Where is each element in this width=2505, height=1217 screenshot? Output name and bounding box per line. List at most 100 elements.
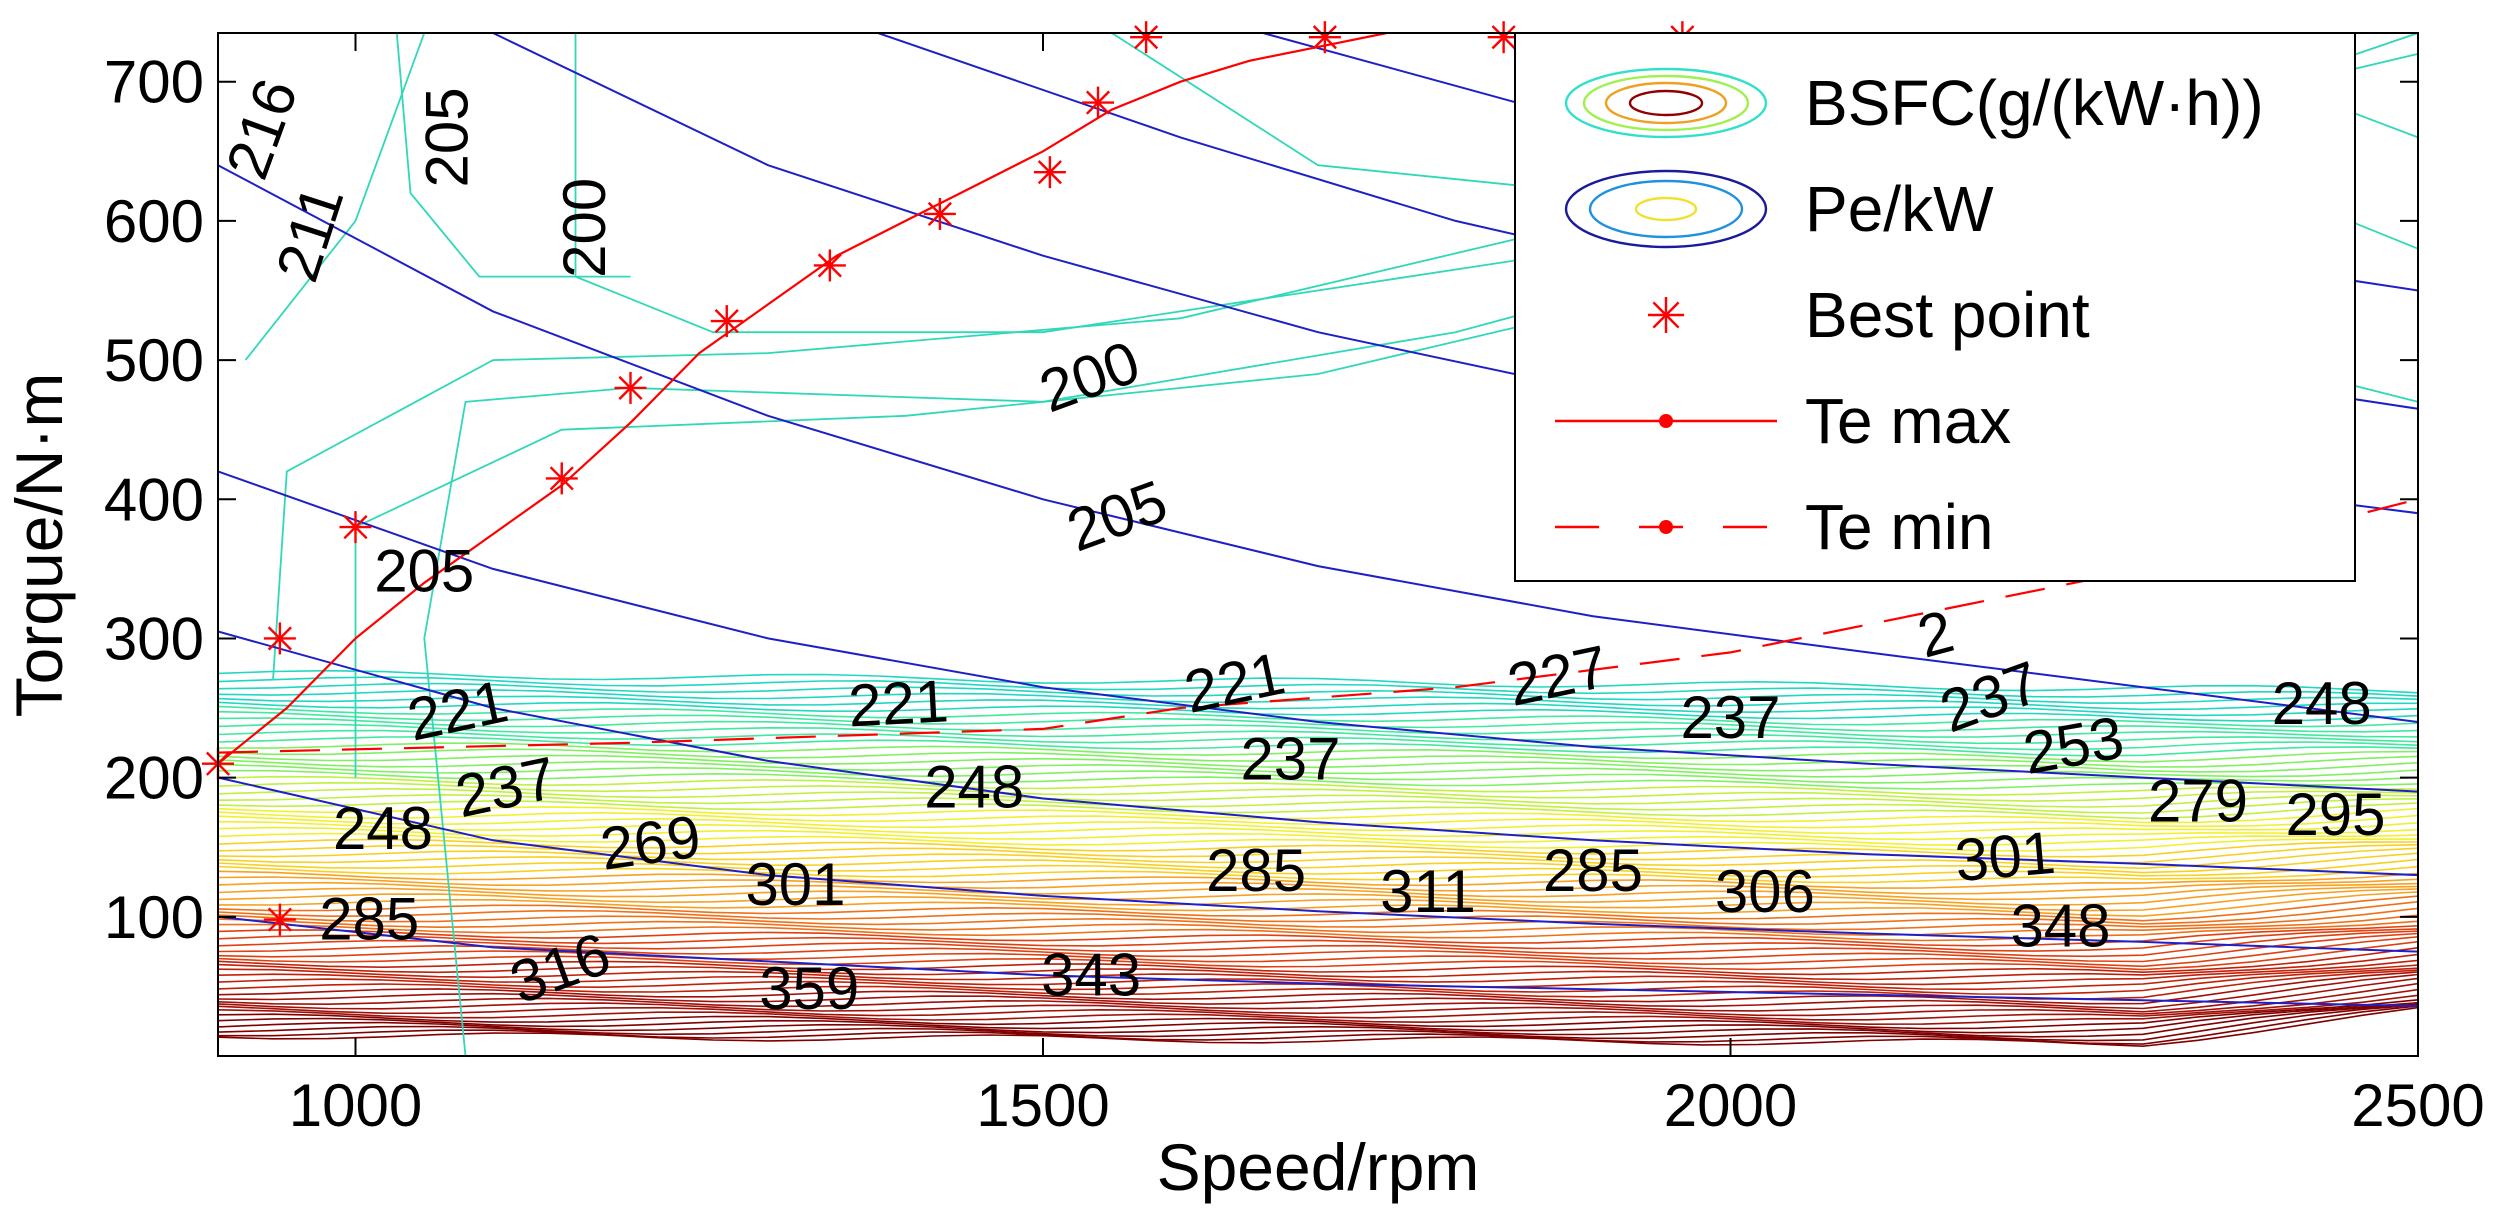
bsfc-line (395, 33, 631, 278)
legend-label: Pe/kW (1805, 173, 1994, 245)
best-point-star (1487, 21, 1520, 54)
bsfc-line (218, 907, 2418, 931)
bsfc-line (218, 977, 2418, 1013)
bsfc-line (218, 895, 2418, 922)
bsfc-line (218, 885, 2418, 906)
pe-line (218, 915, 2418, 1007)
y-tick-label: 200 (104, 745, 204, 812)
contour-label: 200 (551, 178, 618, 278)
te-max-line (218, 33, 1388, 765)
bsfc-line (218, 787, 2418, 808)
best-point-star (710, 305, 743, 338)
x-ticks: 1000 1500 2000 2500 (289, 33, 2485, 1139)
best-point-star (263, 903, 296, 936)
star-stroke (927, 201, 952, 226)
contour-label: 221 (847, 667, 950, 739)
contour-label: 311 (1380, 858, 1476, 925)
star-stroke (549, 466, 574, 491)
contour-label: 301 (1952, 819, 2058, 894)
y-tick-label: 700 (104, 49, 204, 116)
legend-bsfc-ring (1604, 81, 1728, 125)
bsfc-line (218, 865, 2418, 884)
y-axis-label: Torque/N·m (2, 373, 76, 718)
contour-label: 306 (1715, 858, 1815, 925)
star-stroke (1312, 25, 1337, 50)
bsfc-line (218, 701, 2418, 722)
y-tick-label: 500 (104, 327, 204, 394)
bsfc-line (218, 959, 2418, 986)
bsfc-line (218, 925, 2418, 947)
bsfc-line (218, 964, 2418, 991)
bsfc-line (218, 982, 2418, 1017)
contour-label: 205 (414, 87, 481, 187)
legend-label: Best point (1805, 279, 2090, 351)
bsfc-line (218, 888, 2418, 912)
best-point-star (339, 511, 372, 544)
legend-pe-ring (1564, 169, 1768, 249)
plot-frame (217, 32, 2419, 1057)
bsfc-line (218, 695, 2418, 717)
best-point-star (1648, 297, 1684, 333)
legend-bsfc-ring (1582, 74, 1750, 132)
pe-line (218, 470, 2418, 793)
bsfc-line (218, 742, 2418, 763)
bsfc-line (218, 748, 2418, 768)
bsfc-line (218, 870, 2418, 889)
bsfc-line (218, 847, 2418, 870)
bsfc-line (218, 736, 2418, 757)
bsfc-line (218, 988, 2418, 1021)
bsfc-line (218, 689, 2418, 711)
bsfc-line (218, 676, 2418, 698)
bsfc-line (218, 928, 2418, 952)
x-tick-label: 1000 (289, 1072, 422, 1139)
bsfc-line (218, 1001, 2418, 1034)
legend-label: BSFC(g/(kW·h)) (1805, 67, 2264, 139)
bsfc-line (218, 838, 2418, 858)
bsfc-line (218, 811, 2418, 829)
bsfc-line (218, 1003, 2418, 1038)
contour-label: 237 (1240, 726, 1340, 793)
star-stroke (1037, 160, 1062, 185)
star-stroke (1491, 25, 1516, 50)
x-tick-label: 2000 (1664, 1072, 1797, 1139)
bsfc-line (218, 994, 2418, 1025)
star-stroke (1134, 25, 1159, 50)
best-point-star (263, 622, 296, 655)
legend-bsfc-ring (1564, 67, 1768, 139)
contour-label: 285 (1543, 837, 1643, 904)
contour-label: 295 (2285, 781, 2385, 848)
bsfc-line (218, 815, 2418, 835)
contour-label: 343 (1041, 941, 1141, 1008)
bsfc-line (218, 759, 2418, 778)
legend-label: Te max (1805, 385, 2011, 457)
pe-line (218, 164, 2418, 723)
bsfc-line (218, 710, 2418, 733)
bsfc-line (218, 705, 2418, 728)
legend-te-min-dot (1659, 520, 1673, 534)
star-stroke (267, 907, 292, 932)
bsfc-line (218, 953, 2418, 981)
contour-label: 248 (2272, 670, 2372, 737)
bsfc-line (218, 763, 2418, 784)
best-point-star (545, 462, 578, 495)
contour-label: 237 (1680, 684, 1780, 751)
y-tick-label: 600 (104, 188, 204, 255)
bsfc-line (218, 881, 2418, 901)
bsfc-line (218, 669, 2418, 694)
best-point-star (923, 197, 956, 230)
star-stroke (618, 375, 643, 400)
x-tick-label: 1500 (976, 1072, 1109, 1139)
star-stroke (343, 515, 368, 540)
bsfc-line (218, 914, 2418, 936)
bsfc-line (218, 1004, 2418, 1042)
bsfc-line (218, 754, 2418, 773)
contour-label: 248 (333, 795, 433, 862)
bsfc-line (218, 936, 2418, 968)
contour-label: 285 (1206, 837, 1306, 904)
star-stroke (714, 309, 739, 334)
bsfc-line (218, 891, 2418, 917)
bsfc-line (218, 852, 2418, 874)
bsfc-line (218, 999, 2418, 1030)
legend-pe-ring (1634, 196, 1698, 222)
y-tick-label: 100 (104, 884, 204, 951)
